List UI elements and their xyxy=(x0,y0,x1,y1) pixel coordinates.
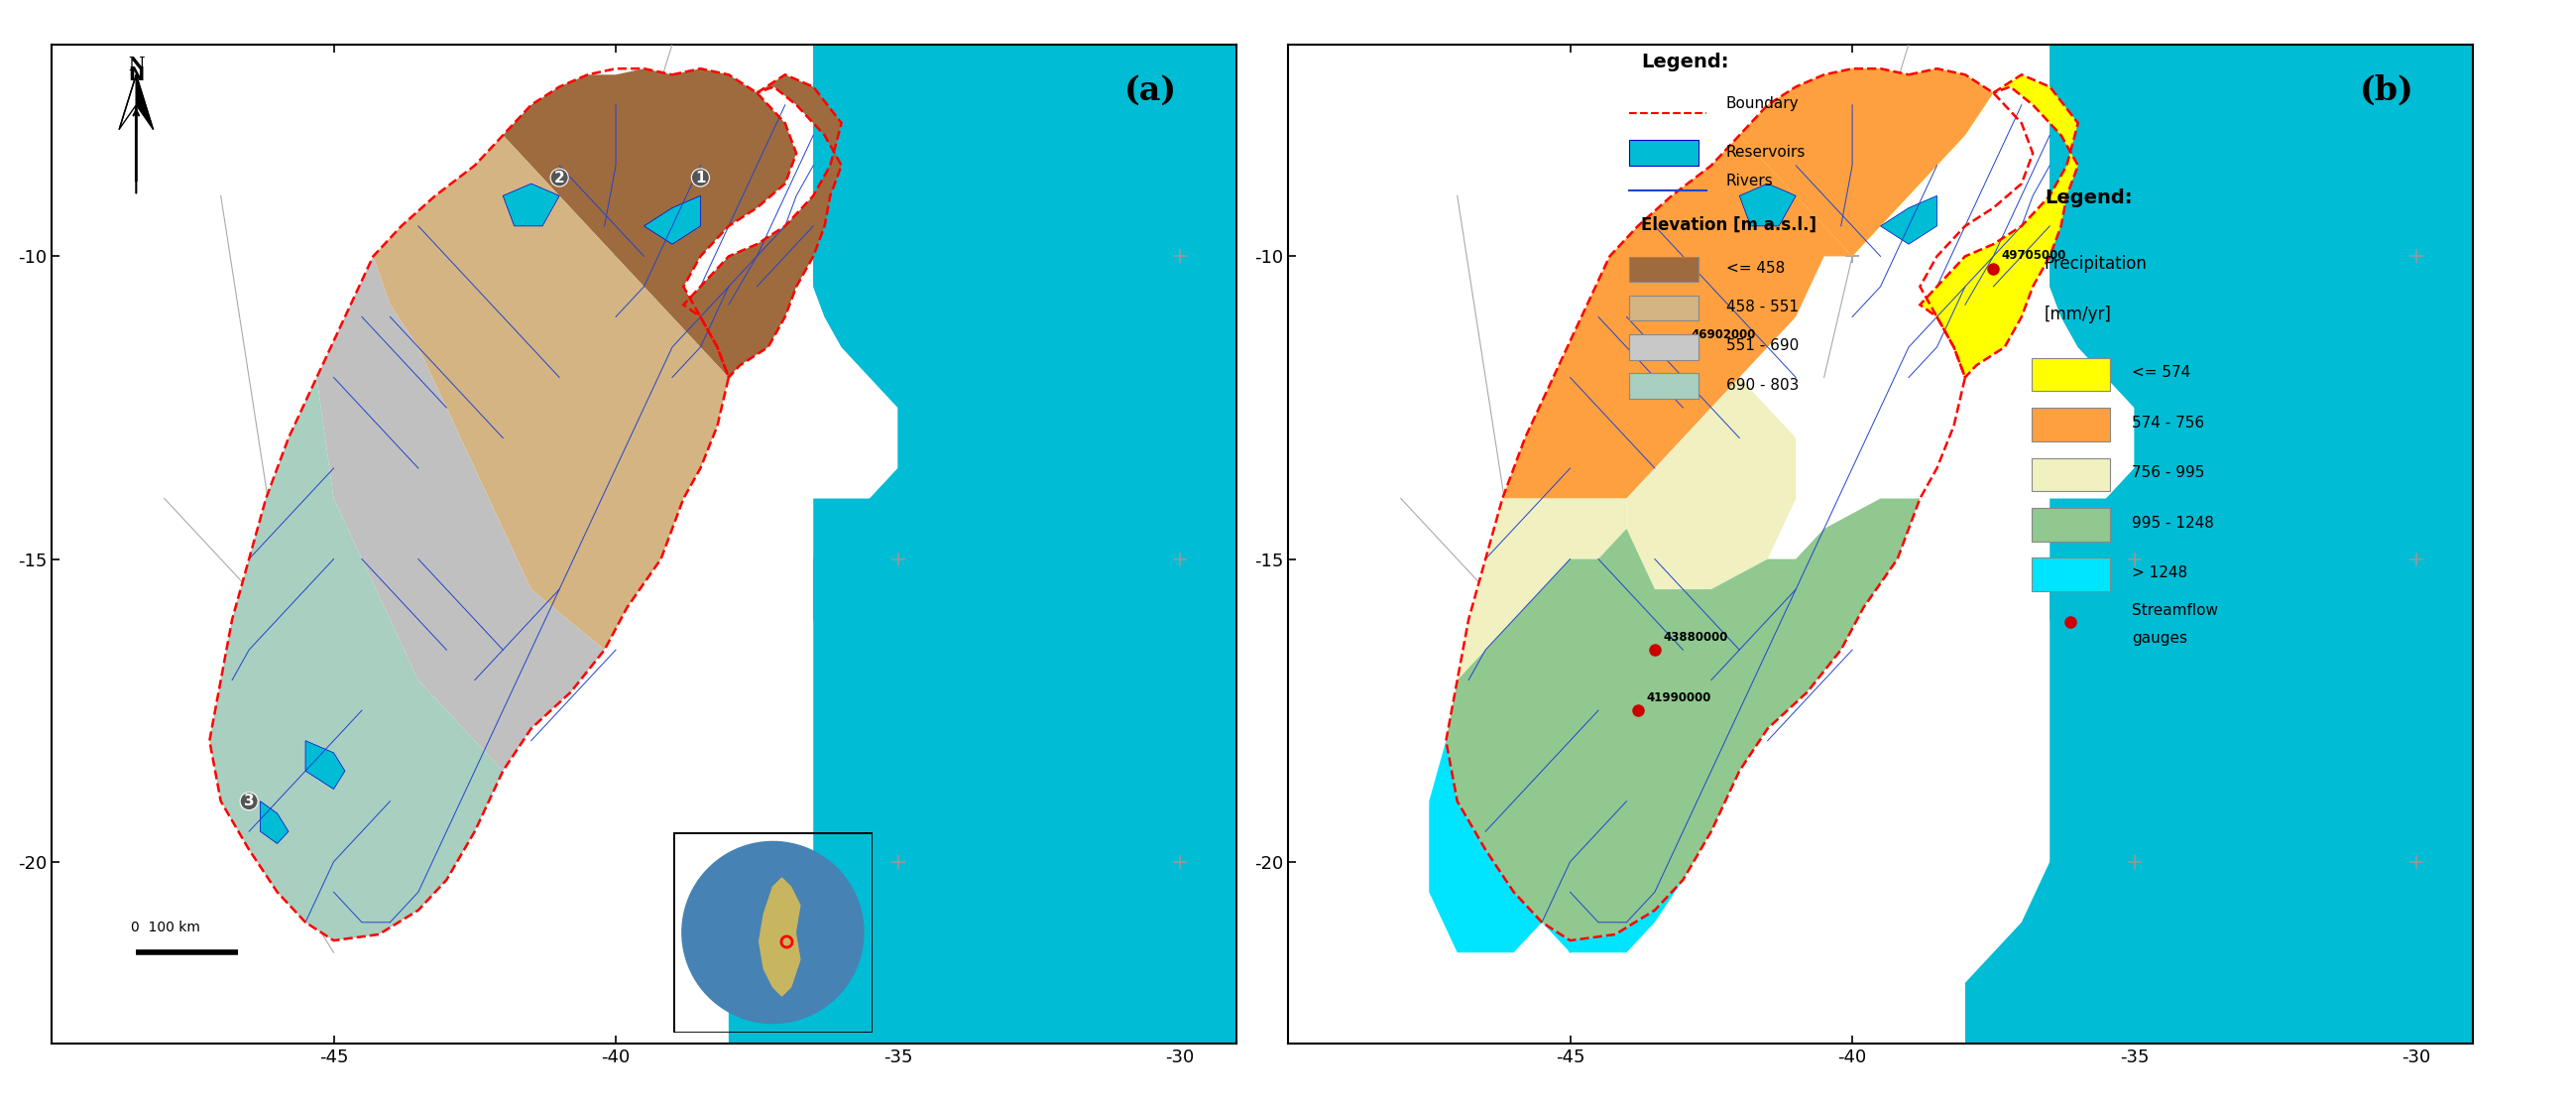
FancyBboxPatch shape xyxy=(1628,373,1700,398)
Polygon shape xyxy=(502,69,796,377)
Text: gauges: gauges xyxy=(2133,630,2187,646)
Text: Elevation [m a.s.l.]: Elevation [m a.s.l.] xyxy=(1641,215,1816,234)
FancyBboxPatch shape xyxy=(2030,407,2110,442)
Polygon shape xyxy=(729,44,1236,1043)
Text: <= 574: <= 574 xyxy=(2133,365,2190,381)
Text: [mm/yr]: [mm/yr] xyxy=(2045,305,2112,323)
Text: Streamflow: Streamflow xyxy=(2133,603,2218,618)
Text: Rivers: Rivers xyxy=(1726,173,1772,189)
Text: 3: 3 xyxy=(245,794,255,809)
Polygon shape xyxy=(2050,44,2473,1043)
Text: (a): (a) xyxy=(1126,74,1177,107)
Polygon shape xyxy=(1739,69,1994,256)
Polygon shape xyxy=(760,878,801,996)
Text: 49705000: 49705000 xyxy=(2002,250,2066,262)
Text: Legend:: Legend: xyxy=(1641,52,1728,71)
Polygon shape xyxy=(1502,135,1852,498)
Text: 756 - 995: 756 - 995 xyxy=(2133,465,2205,481)
Text: N: N xyxy=(129,57,144,74)
Text: 551 - 690: 551 - 690 xyxy=(1726,339,1798,353)
Polygon shape xyxy=(1430,680,1543,952)
Polygon shape xyxy=(502,183,559,226)
FancyBboxPatch shape xyxy=(2030,357,2110,392)
Polygon shape xyxy=(317,256,605,771)
Polygon shape xyxy=(374,135,729,649)
Text: 43880000: 43880000 xyxy=(1664,630,1728,644)
FancyBboxPatch shape xyxy=(2030,557,2110,591)
Text: 46902000: 46902000 xyxy=(1692,329,1757,341)
Polygon shape xyxy=(1739,183,1795,226)
Text: Boundary: Boundary xyxy=(1726,95,1798,111)
Polygon shape xyxy=(1919,74,2079,377)
FancyBboxPatch shape xyxy=(2030,508,2110,541)
Polygon shape xyxy=(1445,498,1919,940)
Polygon shape xyxy=(1880,195,1937,244)
Text: > 1248: > 1248 xyxy=(2133,565,2187,581)
Polygon shape xyxy=(1739,69,1994,256)
FancyBboxPatch shape xyxy=(1628,140,1700,165)
Text: 0  100 km: 0 100 km xyxy=(131,920,201,935)
Text: <= 458: <= 458 xyxy=(1726,261,1785,275)
Polygon shape xyxy=(814,44,1236,1043)
FancyBboxPatch shape xyxy=(1628,295,1700,321)
Polygon shape xyxy=(307,740,345,789)
Text: Reservoirs: Reservoirs xyxy=(1726,144,1806,159)
Polygon shape xyxy=(118,74,137,129)
Polygon shape xyxy=(137,74,152,129)
Text: (b): (b) xyxy=(2360,74,2414,107)
Text: 41990000: 41990000 xyxy=(1646,692,1710,705)
Text: Legend:: Legend: xyxy=(2045,189,2133,208)
Polygon shape xyxy=(1458,498,1625,680)
Text: Precipitation: Precipitation xyxy=(2045,255,2148,273)
Polygon shape xyxy=(260,801,289,844)
FancyBboxPatch shape xyxy=(2030,457,2110,491)
Text: 458 - 551: 458 - 551 xyxy=(1726,300,1798,314)
Text: N: N xyxy=(129,65,144,84)
Text: 574 - 756: 574 - 756 xyxy=(2133,415,2205,431)
Polygon shape xyxy=(683,74,842,377)
Text: 995 - 1248: 995 - 1248 xyxy=(2133,515,2213,531)
Text: 2: 2 xyxy=(554,170,564,185)
Polygon shape xyxy=(644,195,701,244)
Text: 690 - 803: 690 - 803 xyxy=(1726,377,1798,392)
Polygon shape xyxy=(1965,44,2473,1043)
FancyBboxPatch shape xyxy=(1628,256,1700,282)
FancyBboxPatch shape xyxy=(1628,334,1700,360)
Polygon shape xyxy=(209,377,502,940)
Polygon shape xyxy=(683,841,863,1023)
Text: 1: 1 xyxy=(696,170,706,185)
Polygon shape xyxy=(1597,377,1795,589)
Polygon shape xyxy=(1543,880,1682,952)
